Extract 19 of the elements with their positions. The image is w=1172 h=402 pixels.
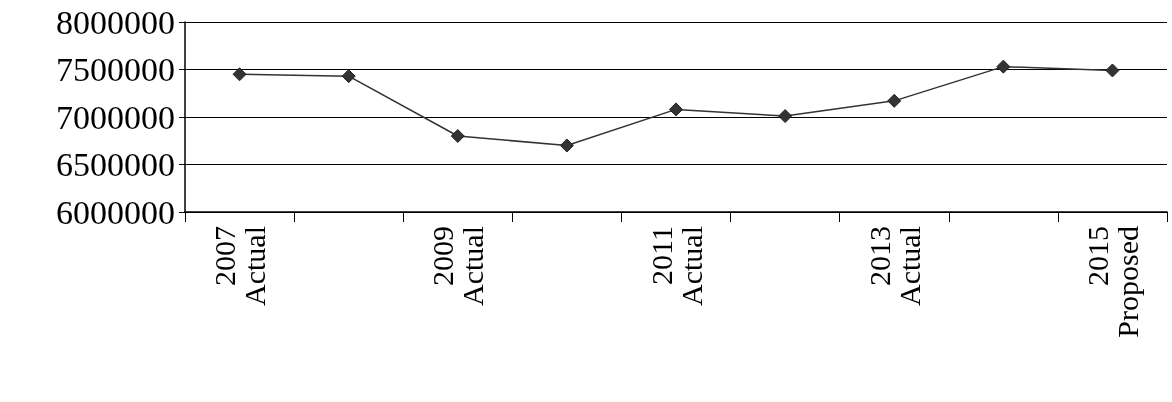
point	[669, 102, 683, 117]
point	[778, 109, 793, 124]
x-tick-label: 2013 Actual	[862, 226, 926, 306]
y-tick-label: 7000000	[56, 98, 175, 136]
point	[341, 69, 356, 84]
point	[1105, 63, 1120, 78]
point	[232, 67, 247, 82]
point	[559, 138, 574, 153]
y-tick-label: 6000000	[56, 193, 175, 231]
y-tick-label: 7500000	[56, 51, 175, 88]
point	[887, 93, 902, 108]
y-tick-label: 6500000	[56, 146, 175, 183]
x-tick-label: 2007 Actual	[208, 226, 272, 306]
x-tick-label: 2015 Proposed	[1080, 226, 1144, 338]
x-tick-label: 2009 Actual	[426, 226, 490, 306]
y-tick-label: 8000000	[56, 3, 175, 41]
point	[996, 59, 1011, 74]
x-tick-label: 2011 Actual	[644, 226, 708, 306]
point	[450, 129, 465, 143]
